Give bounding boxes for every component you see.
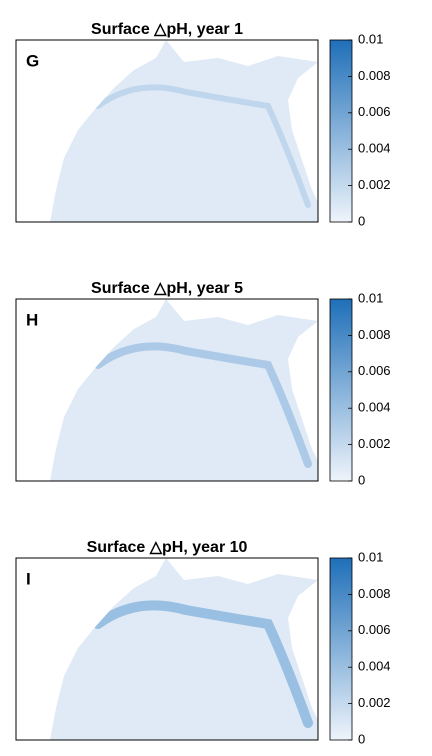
- colorbar: [329, 557, 353, 741]
- colorbar-tick-label: 0.006: [358, 622, 391, 637]
- panel-title: Surface △pH, year 1: [91, 21, 243, 38]
- panel-label: H: [26, 310, 38, 329]
- colorbar-tick-label: 0.006: [358, 363, 391, 378]
- land: [288, 62, 318, 202]
- colorbar-tick-label: 0.004: [358, 400, 391, 415]
- colorbar-tick-label: 0: [358, 472, 365, 487]
- panel: Surface △pH, year 10 I 0 0.002 0.004 0.006 0.0…: [15, 539, 391, 746]
- colorbar-tick-label: 0.008: [358, 586, 391, 601]
- panel-title: Surface △pH, year 10: [87, 539, 248, 556]
- panel-title: Surface △pH, year 5: [91, 280, 243, 297]
- land: [16, 40, 166, 222]
- colorbar-tick-label: 0.002: [358, 177, 391, 192]
- panel-label: G: [26, 51, 39, 70]
- coastal-band: [94, 342, 312, 468]
- colorbar-tick-label: 0.008: [358, 327, 391, 342]
- colorbar-tick-label: 0.004: [358, 141, 391, 156]
- colorbar-tick-label: 0.004: [358, 659, 391, 674]
- colorbar-tick-label: 0.008: [358, 68, 391, 83]
- map: [15, 557, 319, 741]
- map-frame: [15, 39, 319, 223]
- colorbar: [329, 298, 353, 482]
- colorbar-tick-label: 0.01: [358, 549, 383, 564]
- colorbar-tick-label: 0.002: [358, 695, 391, 710]
- map-frame: [15, 557, 319, 741]
- colorbar-tick-label: 0: [358, 213, 365, 228]
- land: [16, 558, 166, 740]
- land: [166, 558, 318, 584]
- land: [288, 321, 318, 461]
- colorbar-tick-label: 0.006: [358, 104, 391, 119]
- colorbar: [329, 39, 353, 223]
- coastal-band: [95, 84, 311, 208]
- coastal-band: [93, 600, 313, 728]
- land: [16, 299, 166, 481]
- panel-label: I: [26, 569, 31, 588]
- map: [15, 39, 319, 223]
- colorbar-tick-label: 0.01: [358, 290, 383, 305]
- land: [166, 299, 318, 325]
- panel: Surface △pH, year 1 G 0 0.002 0.004 0.006 0.00…: [15, 21, 391, 228]
- panel: Surface △pH, year 5 H 0 0.002 0.004 0.006 0.00…: [15, 280, 391, 487]
- map: [15, 298, 319, 482]
- colorbar-tick-label: 0.01: [358, 31, 383, 46]
- land: [166, 40, 318, 66]
- colorbar-tick-label: 0.002: [358, 436, 391, 451]
- map-frame: [15, 298, 319, 482]
- colorbar-tick-label: 0: [358, 731, 365, 746]
- land: [288, 580, 318, 720]
